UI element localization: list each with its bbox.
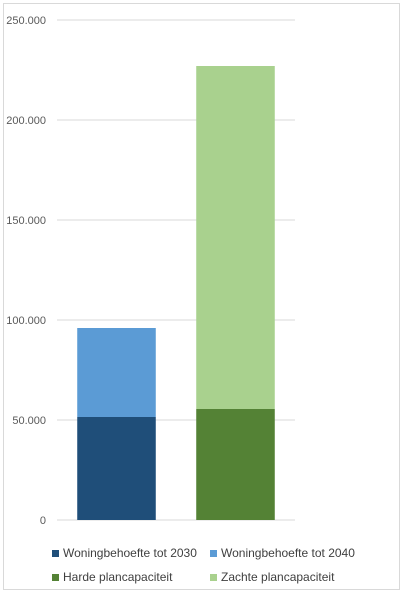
bars — [77, 66, 275, 520]
legend-label: Woningbehoefte tot 2040 — [221, 546, 355, 560]
legend-swatch — [210, 573, 217, 581]
bar-segment — [77, 417, 156, 520]
y-tick-label: 150.000 — [6, 215, 46, 227]
bar-segment — [196, 66, 275, 409]
y-tick-labels: 0 50.000 100.000 150.000 200.000 250.000 — [6, 15, 46, 527]
y-tick-label: 200.000 — [6, 115, 46, 127]
legend-item-zachte-plancapaciteit: Zachte plancapaciteit — [210, 570, 334, 584]
legend-item-harde-plancapaciteit: Harde plancapaciteit — [52, 570, 210, 584]
legend-label: Harde plancapaciteit — [63, 570, 173, 584]
y-tick-label: 0 — [40, 515, 46, 527]
legend-swatch — [210, 549, 217, 557]
y-tick-label: 100.000 — [6, 315, 46, 327]
bar-segment — [196, 409, 275, 520]
legend-item-woningbehoefte-2040: Woningbehoefte tot 2040 — [210, 546, 355, 560]
bar-segment — [77, 328, 156, 417]
legend-label: Zachte plancapaciteit — [221, 570, 335, 584]
legend-label: Woningbehoefte tot 2030 — [63, 546, 197, 560]
y-tick-label: 50.000 — [12, 415, 46, 427]
legend-item-woningbehoefte-2030: Woningbehoefte tot 2030 — [52, 546, 210, 560]
legend: Woningbehoefte tot 2030 Woningbehoefte t… — [52, 541, 397, 589]
legend-swatch — [52, 549, 59, 557]
legend-swatch — [52, 573, 59, 581]
y-tick-label: 250.000 — [6, 15, 46, 27]
